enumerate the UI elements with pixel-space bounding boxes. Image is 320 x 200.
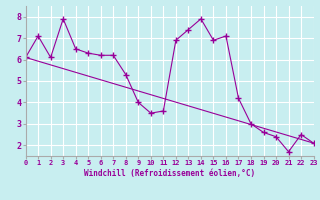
X-axis label: Windchill (Refroidissement éolien,°C): Windchill (Refroidissement éolien,°C): [84, 169, 255, 178]
